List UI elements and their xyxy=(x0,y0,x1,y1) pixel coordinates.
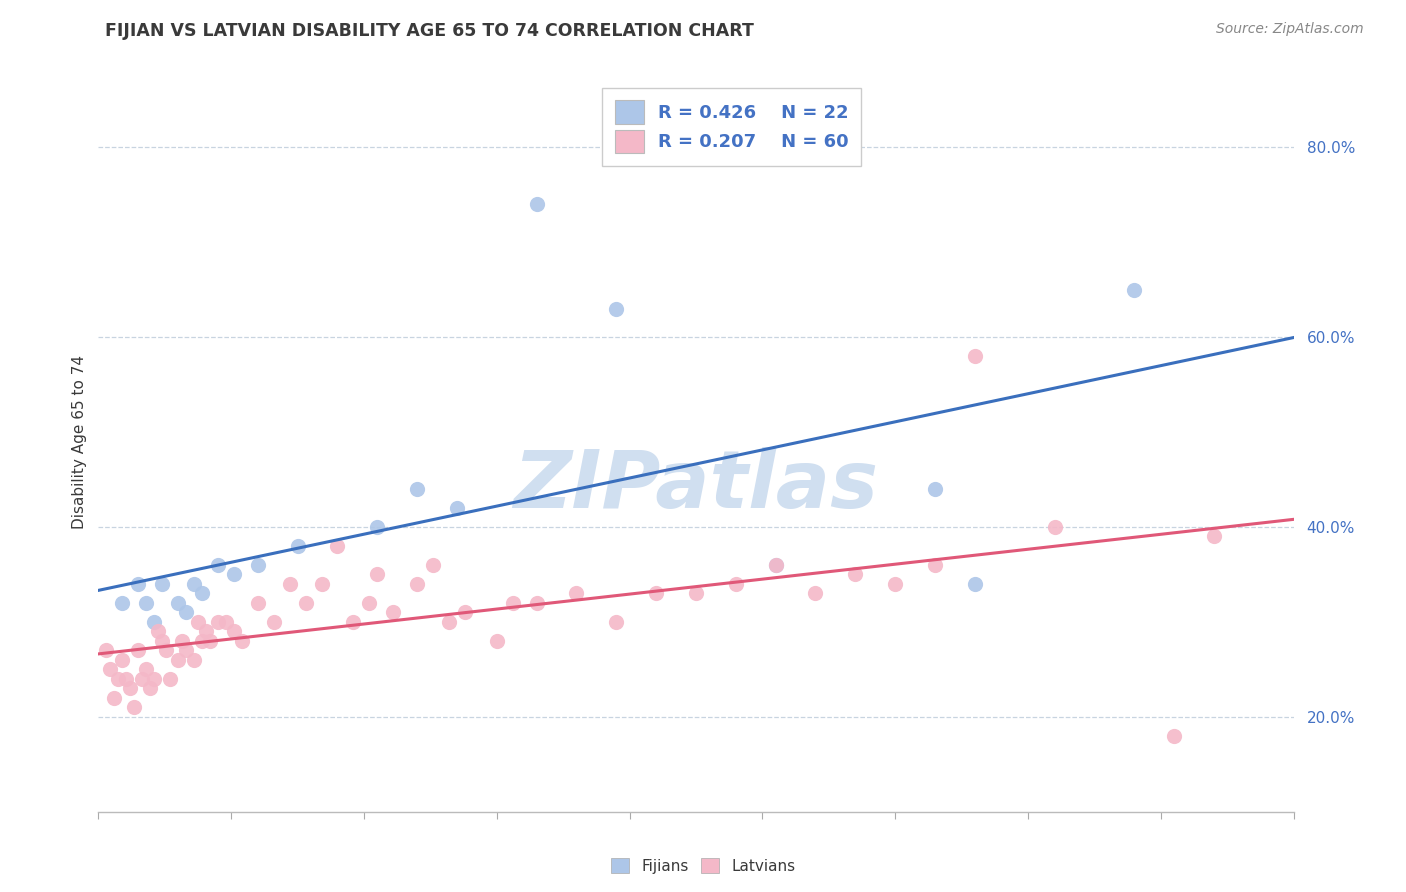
Point xyxy=(605,301,627,316)
Text: ZIPatlas: ZIPatlas xyxy=(513,447,879,525)
Point xyxy=(422,558,444,572)
Point xyxy=(172,633,194,648)
Point xyxy=(103,690,125,705)
Point xyxy=(215,615,238,629)
Point xyxy=(150,633,173,648)
Point xyxy=(135,662,157,676)
Point xyxy=(366,520,388,534)
Point xyxy=(127,577,149,591)
Y-axis label: Disability Age 65 to 74: Disability Age 65 to 74 xyxy=(72,354,87,529)
Point xyxy=(207,615,229,629)
Point xyxy=(187,615,209,629)
Point xyxy=(724,577,747,591)
Point xyxy=(107,672,129,686)
Point xyxy=(605,615,627,629)
Point xyxy=(231,633,253,648)
Point xyxy=(159,672,181,686)
Point xyxy=(143,615,166,629)
Point xyxy=(502,596,524,610)
Point xyxy=(1163,729,1185,743)
Point xyxy=(207,558,229,572)
Point xyxy=(1123,283,1146,297)
Point xyxy=(924,482,946,496)
Legend: R = 0.426    N = 22, R = 0.207    N = 60: R = 0.426 N = 22, R = 0.207 N = 60 xyxy=(602,87,862,166)
Point xyxy=(222,567,245,582)
Point xyxy=(1202,529,1225,543)
Point xyxy=(366,567,388,582)
Point xyxy=(446,500,468,515)
Point xyxy=(437,615,460,629)
Point xyxy=(526,197,548,211)
Point xyxy=(406,577,429,591)
Point xyxy=(342,615,364,629)
Point xyxy=(96,643,118,657)
Point xyxy=(326,539,349,553)
Point xyxy=(183,653,205,667)
Point xyxy=(191,633,214,648)
Point xyxy=(222,624,245,639)
Point xyxy=(287,539,309,553)
Text: FIJIAN VS LATVIAN DISABILITY AGE 65 TO 74 CORRELATION CHART: FIJIAN VS LATVIAN DISABILITY AGE 65 TO 7… xyxy=(105,22,755,40)
Point xyxy=(311,577,333,591)
Point xyxy=(131,672,153,686)
Point xyxy=(148,624,170,639)
Point xyxy=(120,681,142,696)
Point xyxy=(111,653,134,667)
Point xyxy=(294,596,316,610)
Point xyxy=(115,672,138,686)
Point xyxy=(150,577,173,591)
Point xyxy=(167,596,190,610)
Point xyxy=(135,596,157,610)
Point xyxy=(844,567,866,582)
Point xyxy=(645,586,668,600)
Point xyxy=(124,700,146,714)
Point xyxy=(359,596,381,610)
Point xyxy=(924,558,946,572)
Point xyxy=(191,586,214,600)
Point xyxy=(246,558,269,572)
Point xyxy=(804,586,827,600)
Point xyxy=(127,643,149,657)
Point xyxy=(382,606,405,620)
Point xyxy=(111,596,134,610)
Point xyxy=(143,672,166,686)
Text: Source: ZipAtlas.com: Source: ZipAtlas.com xyxy=(1216,22,1364,37)
Point xyxy=(526,596,548,610)
Point xyxy=(139,681,162,696)
Point xyxy=(565,586,588,600)
Legend: Fijians, Latvians: Fijians, Latvians xyxy=(605,852,801,880)
Point xyxy=(765,558,787,572)
Point xyxy=(98,662,122,676)
Point xyxy=(963,349,986,363)
Point xyxy=(174,643,197,657)
Point xyxy=(1043,520,1066,534)
Point xyxy=(406,482,429,496)
Point xyxy=(454,606,477,620)
Point xyxy=(195,624,218,639)
Point xyxy=(685,586,707,600)
Point xyxy=(278,577,301,591)
Point xyxy=(765,558,787,572)
Point xyxy=(263,615,285,629)
Point xyxy=(246,596,269,610)
Point xyxy=(183,577,205,591)
Point xyxy=(485,633,508,648)
Point xyxy=(963,577,986,591)
Point xyxy=(174,606,197,620)
Point xyxy=(155,643,177,657)
Point xyxy=(884,577,907,591)
Point xyxy=(198,633,221,648)
Point xyxy=(167,653,190,667)
